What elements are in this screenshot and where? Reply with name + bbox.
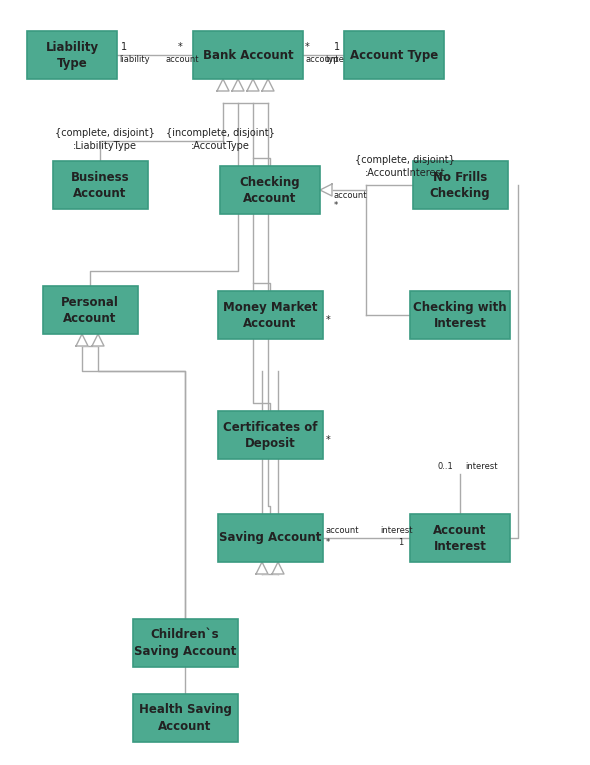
Text: 1: 1 [121, 42, 127, 52]
Text: *: * [178, 42, 183, 52]
FancyBboxPatch shape [344, 31, 444, 79]
FancyBboxPatch shape [27, 31, 117, 79]
Text: {complete, disjoint}
:LiabilityType: {complete, disjoint} :LiabilityType [55, 128, 155, 151]
Polygon shape [247, 79, 259, 91]
Text: *: * [334, 201, 338, 210]
Text: Checking
Account: Checking Account [240, 175, 300, 204]
FancyBboxPatch shape [218, 411, 323, 459]
Text: Checking with
Interest: Checking with Interest [413, 301, 507, 330]
Text: interest: interest [380, 526, 412, 535]
Polygon shape [76, 334, 88, 346]
Text: *: * [326, 538, 330, 547]
Text: Account
Interest: Account Interest [433, 523, 487, 552]
Text: Liability
Type: Liability Type [45, 41, 99, 70]
FancyBboxPatch shape [218, 291, 323, 339]
Text: Saving Account: Saving Account [219, 532, 321, 545]
Text: 1: 1 [334, 42, 340, 52]
Text: account: account [326, 526, 359, 535]
FancyBboxPatch shape [42, 286, 137, 334]
Polygon shape [92, 334, 104, 346]
Text: Children`s
Saving Account: Children`s Saving Account [134, 629, 236, 657]
Text: Account Type: Account Type [350, 48, 438, 61]
Polygon shape [272, 562, 284, 574]
Polygon shape [232, 79, 244, 91]
FancyBboxPatch shape [412, 161, 507, 209]
FancyBboxPatch shape [410, 291, 510, 339]
Text: 1: 1 [398, 538, 403, 547]
Text: Personal
Account: Personal Account [61, 295, 119, 324]
Polygon shape [320, 184, 332, 196]
Text: *: * [305, 42, 310, 52]
Text: Certificates of
Deposit: Certificates of Deposit [223, 421, 317, 450]
FancyBboxPatch shape [220, 166, 320, 214]
Text: Money Market
Account: Money Market Account [223, 301, 317, 330]
FancyBboxPatch shape [218, 514, 323, 562]
Text: account: account [334, 191, 368, 200]
Text: *: * [326, 435, 330, 445]
FancyBboxPatch shape [193, 31, 303, 79]
Text: *: * [326, 315, 330, 325]
Text: Bank Account: Bank Account [203, 48, 293, 61]
FancyBboxPatch shape [410, 514, 510, 562]
Polygon shape [217, 79, 229, 91]
Text: interest: interest [465, 462, 497, 471]
Text: {incomplete, disjoint}
:AccoutType: {incomplete, disjoint} :AccoutType [166, 128, 274, 151]
FancyBboxPatch shape [53, 161, 148, 209]
Text: {complete, disjoint}
:AccountInterest: {complete, disjoint} :AccountInterest [355, 155, 455, 178]
Polygon shape [256, 562, 268, 574]
FancyBboxPatch shape [133, 619, 238, 667]
Text: No Frills
Checking: No Frills Checking [430, 171, 490, 200]
Text: account: account [165, 55, 198, 64]
Text: Business
Account: Business Account [71, 171, 129, 200]
Polygon shape [262, 79, 274, 91]
Text: type: type [326, 55, 345, 64]
Text: 0..1: 0..1 [438, 462, 454, 471]
Text: liability: liability [119, 55, 150, 64]
Text: account: account [305, 55, 339, 64]
Text: Health Saving
Account: Health Saving Account [139, 704, 231, 733]
FancyBboxPatch shape [133, 694, 238, 742]
